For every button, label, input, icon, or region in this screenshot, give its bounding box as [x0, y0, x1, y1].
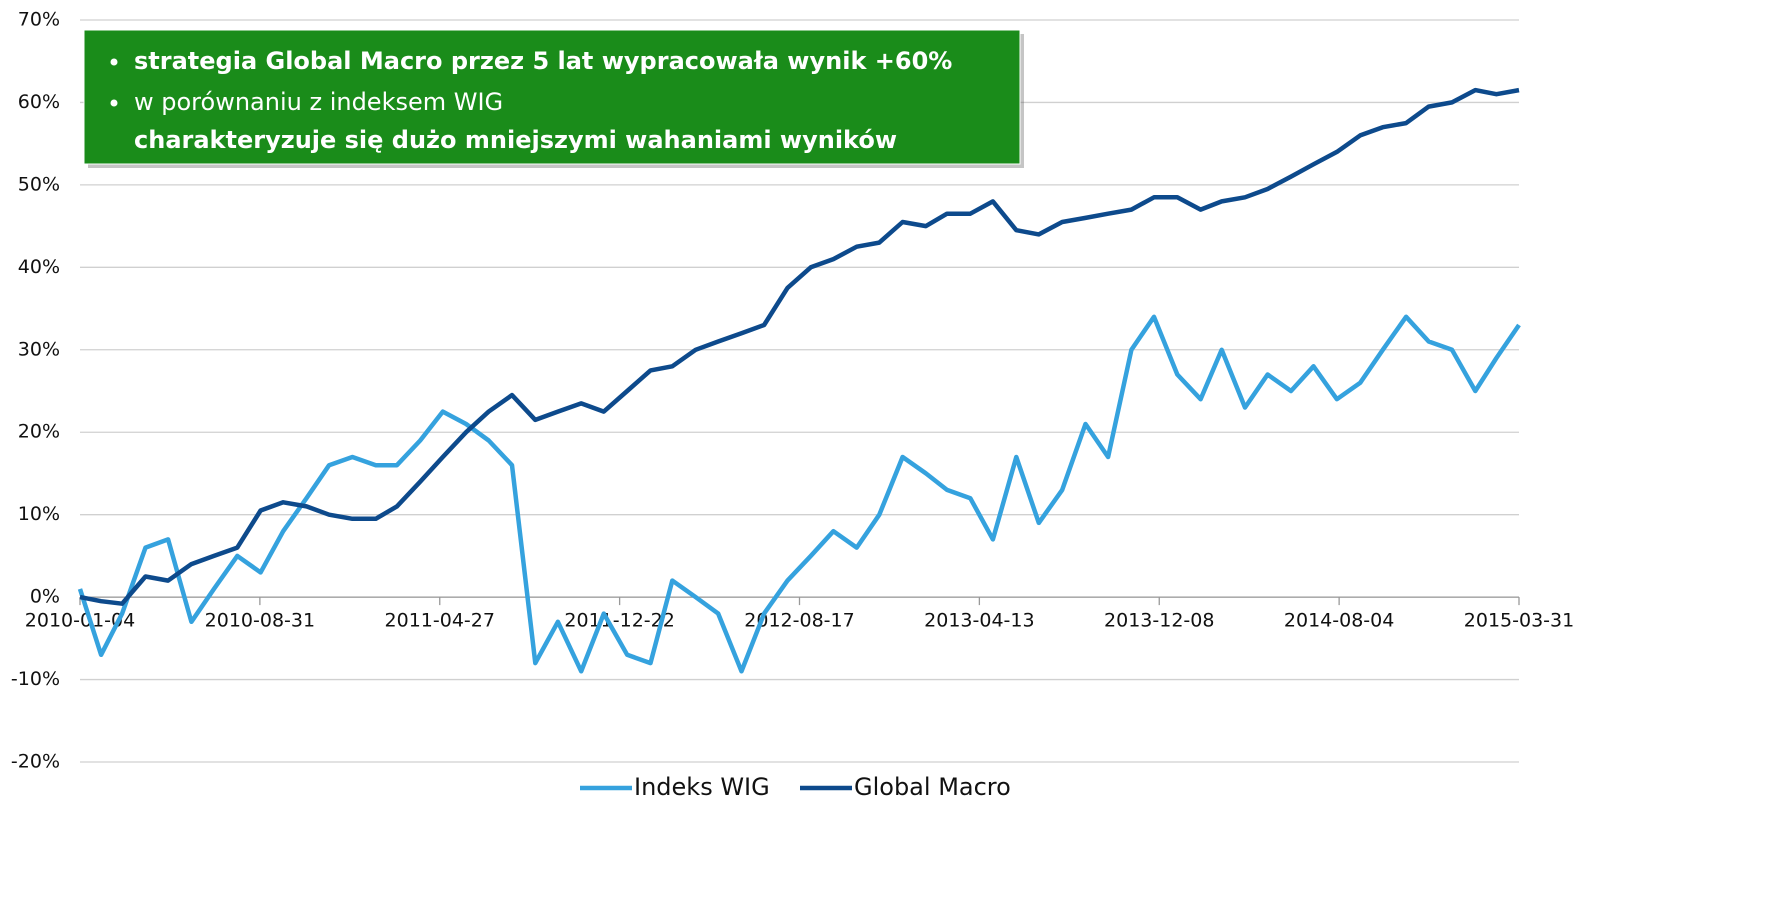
legend-label: Indeks WIG	[634, 773, 770, 801]
annotation: w porównaniu z indeksem WIG	[134, 88, 503, 116]
x-tick-label: 2015-03-31	[1464, 610, 1574, 632]
y-tick-label: 60%	[18, 91, 60, 113]
x-tick-label: 2013-04-13	[924, 610, 1034, 632]
y-tick-label: -20%	[11, 751, 60, 773]
y-tick-label: -10%	[11, 668, 60, 690]
y-tick-label: 40%	[18, 256, 60, 278]
y-tick-label: 20%	[18, 421, 60, 443]
x-tick-label: 2011-12-22	[564, 610, 674, 632]
x-tick-label: 2012-08-17	[744, 610, 854, 632]
annotation: strategia Global Macro przez 5 lat wypra…	[134, 47, 952, 75]
x-tick-label: 2011-04-27	[385, 610, 495, 632]
x-tick-label: 2014-08-04	[1284, 610, 1394, 632]
lines	[77, 87, 1521, 674]
bullet	[110, 58, 118, 66]
series-line	[77, 314, 1521, 674]
bullet	[110, 99, 118, 107]
x-tick-label: 2010-01-04	[25, 610, 135, 632]
y-tick-label: 50%	[18, 173, 60, 195]
grid: -20% -10% 0% 10% 20% 30% 40% 50% 60% 70% 2010-01-0…	[11, 9, 1574, 773]
legend: Indeks WIG Global Macro	[580, 773, 1011, 801]
y-tick-label: 30%	[18, 338, 60, 360]
annotation-box: strategia Global Macro przez 5 lat wypra…	[83, 29, 1024, 168]
series-line	[79, 87, 1520, 606]
x-tick-label: 2010-08-31	[205, 610, 315, 632]
y-tick-label: 10%	[18, 503, 60, 525]
x-tick-label: 2013-12-08	[1104, 610, 1214, 632]
legend-label: Global Macro	[854, 773, 1011, 801]
y-tick-label: 70%	[18, 9, 60, 31]
y-tick-label: 0%	[30, 586, 60, 608]
box-background	[83, 29, 1021, 165]
annotation: charakteryzuje się dużo mniejszymi wahan…	[134, 126, 897, 154]
